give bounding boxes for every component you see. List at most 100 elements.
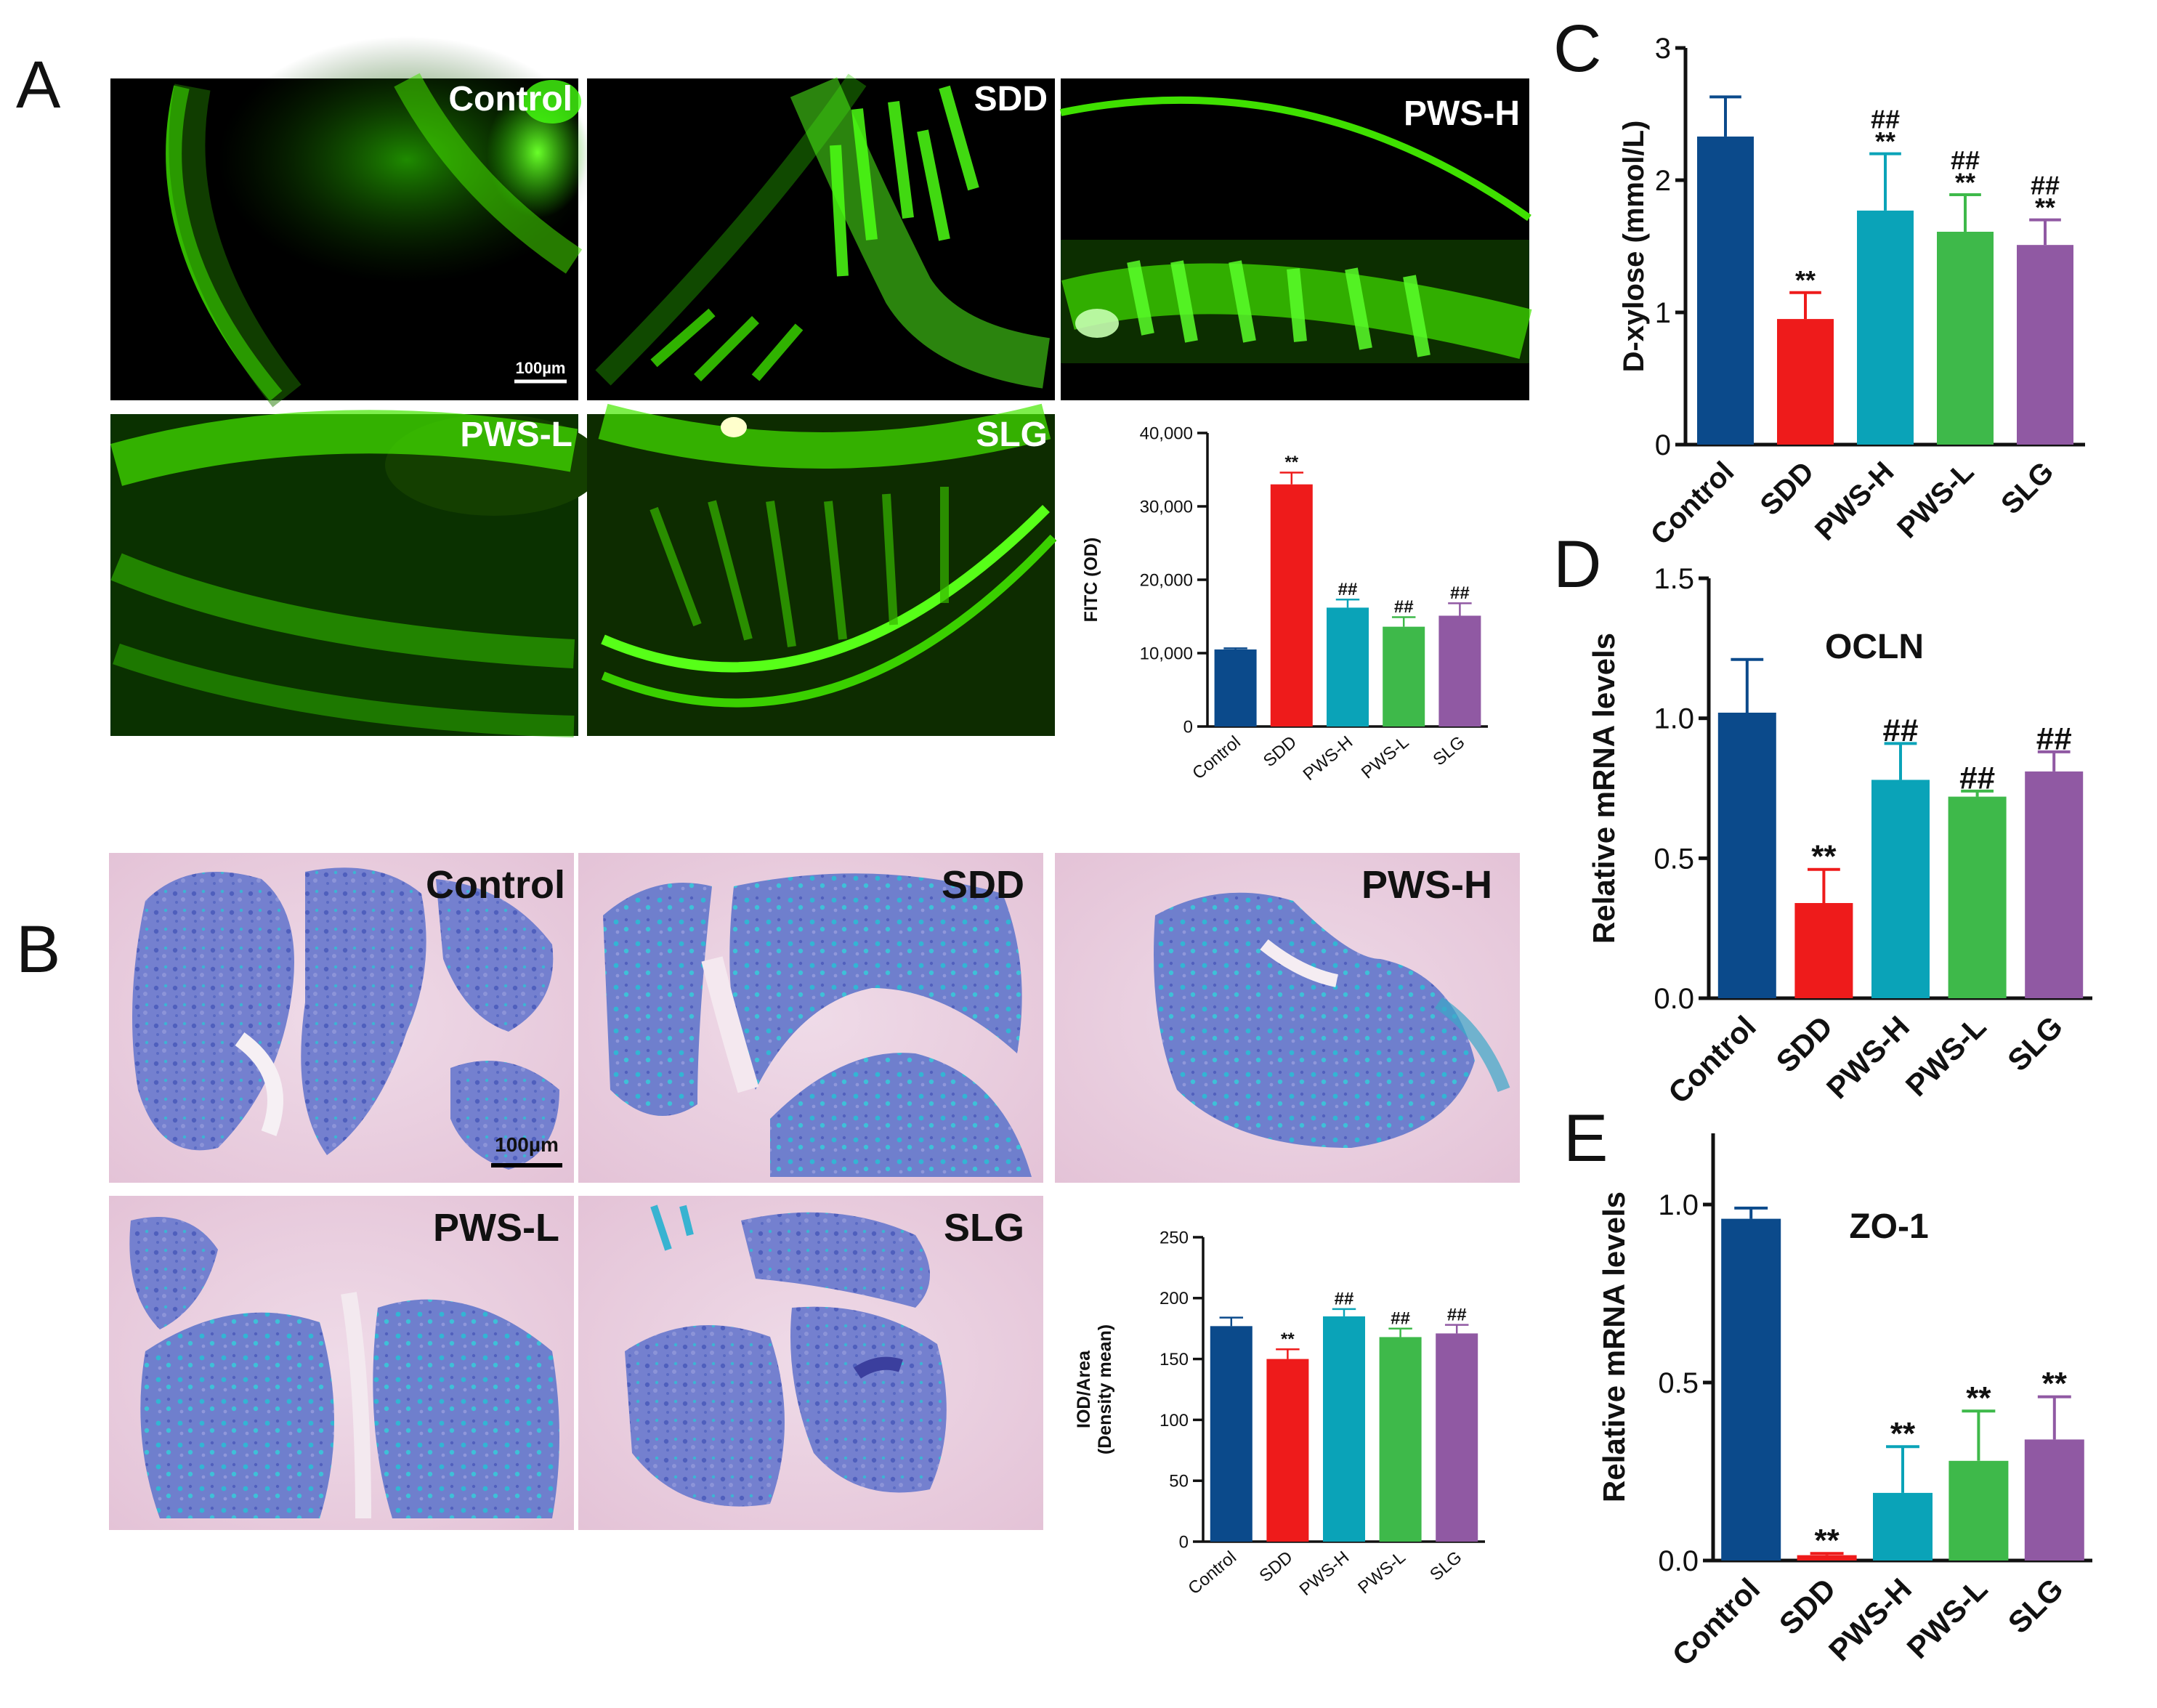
x-tick-label: SDD (1255, 1547, 1296, 1586)
chart-title: ZO-1 (1849, 1207, 1928, 1246)
y-tick-label: 0 (1179, 1532, 1189, 1552)
significance-marker: ** (1795, 265, 1816, 295)
significance-marker: ## (1450, 583, 1470, 603)
y-tick-label: 0.0 (1658, 1545, 1699, 1577)
bar-pws-l (1937, 231, 1994, 445)
y-tick-label: 100 (1160, 1411, 1189, 1430)
histology-image-pws-h: PWS-H (1055, 853, 1520, 1183)
x-tick-label: SDD (1770, 1009, 1840, 1079)
bar-control (1697, 136, 1754, 445)
x-tick-label: PWS-L (1901, 1571, 1994, 1665)
bar-control (1717, 712, 1776, 998)
chart-title: OCLN (1825, 628, 1924, 666)
x-tick-label: PWS-H (1296, 1547, 1353, 1600)
x-tick-label: Control (1189, 732, 1245, 783)
bar-pws-l (1379, 1337, 1422, 1542)
y-tick-label: 50 (1169, 1472, 1189, 1492)
significance-marker: ## (1883, 713, 1919, 748)
bar-pws-h (1327, 607, 1369, 726)
bar-pws-h (1873, 1492, 1933, 1561)
significance-marker: ** (1814, 1523, 1840, 1558)
chart-ocln: 0.0 0.5 1.0 1.5 Relative mRNA levels OCLN Cont… (1587, 563, 2092, 1110)
chart-fitc-od: 0 10,000 20,000 30,000 40,000 FITC (OD) Contro… (1081, 424, 1488, 785)
y-tick-label: 2 (1655, 165, 1671, 197)
significance-marker: ## (1335, 1289, 1354, 1308)
x-tick-label: SLG (2002, 1571, 2070, 1640)
bar-slg (2024, 1439, 2084, 1561)
x-tick-label: PWS-L (1358, 732, 1413, 783)
y-tick-label: 1.5 (1654, 563, 1694, 595)
histology-image-sdd: SDD (578, 853, 1043, 1183)
y-tick-label: 0.5 (1654, 843, 1694, 875)
x-tick-label: SLG (1995, 456, 2060, 520)
image-label-sdd-b: SDD (942, 863, 1024, 907)
chart-iod-area: 0 50 100 150 200 250 IOD/Area (Density mean) Con… (1074, 1228, 1485, 1600)
panel-letter-e: E (1563, 1101, 1608, 1175)
image-label-sdd-a: SDD (974, 80, 1048, 118)
significance-marker: ** (1955, 167, 1975, 197)
panel-a-images: Control 100µm SDD PWS-H (110, 36, 1532, 737)
fluorescence-image-pws-l: PWS-L (110, 410, 603, 737)
x-tick-label: Control (1645, 456, 1741, 551)
y-tick-label: 0.5 (1658, 1367, 1699, 1399)
scale-bar-label-a: 100µm (516, 359, 566, 377)
y-tick-label: 20,000 (1140, 570, 1193, 590)
x-tick-label: PWS-L (1354, 1547, 1409, 1598)
fluorescence-image-sdd: SDD (587, 73, 1055, 400)
bar-pws-l (1948, 796, 2007, 998)
x-tick-label: SDD (1260, 732, 1300, 771)
y-tick-label: 30,000 (1140, 497, 1193, 517)
bar-pws-h (1857, 210, 1914, 445)
y-axis-label: D-xylose (mmol/L) (1618, 121, 1650, 373)
significance-marker: ## (2036, 721, 2072, 757)
fluorescence-image-control: Control 100µm (110, 36, 596, 408)
y-tick-label: 3 (1655, 33, 1671, 65)
x-tick-label: SLG (2001, 1009, 2069, 1077)
x-tick-label: SLG (1426, 1547, 1465, 1585)
y-tick-label: 0 (1183, 717, 1193, 737)
bar-control (1721, 1218, 1781, 1561)
bar-slg (2025, 771, 2084, 998)
x-tick-label: PWS-L (1899, 1009, 1993, 1103)
significance-marker: ** (1966, 1380, 1991, 1416)
panel-letter-b: B (16, 912, 60, 987)
bar-control (1210, 1326, 1252, 1542)
histology-image-control: Control 100µm (109, 853, 574, 1183)
y-tick-label: 10,000 (1140, 644, 1193, 663)
x-tick-label: SLG (1430, 732, 1469, 770)
panel-letter-a: A (16, 48, 61, 122)
image-label-slg-a: SLG (976, 416, 1048, 454)
significance-marker: ## (1394, 597, 1414, 617)
y-axis-label: IOD/Area (1074, 1350, 1094, 1428)
histology-image-slg: SLG (578, 1196, 1043, 1530)
significance-marker: ** (1811, 838, 1837, 874)
x-tick-label: PWS-H (1300, 732, 1357, 785)
x-tick-label: Control (1184, 1547, 1240, 1598)
fluorescence-image-slg: SLG (587, 403, 1057, 736)
image-label-control-a: Control (448, 80, 572, 118)
y-tick-label: 0 (1655, 429, 1671, 461)
image-label-pws-h-b: PWS-H (1361, 863, 1492, 907)
significance-marker: ## (1951, 145, 1980, 175)
significance-marker: ## (1871, 104, 1900, 134)
significance-marker: ** (2042, 1366, 2068, 1401)
significance-marker: ## (1391, 1308, 1410, 1328)
x-tick-label: PWS-H (1809, 456, 1900, 546)
significance-marker: ** (1875, 126, 1895, 156)
chart-zo1: 0.0 0.5 1.0 Relative mRNA levels ZO-1 Control… (1597, 1133, 2092, 1672)
significance-marker: ** (1890, 1416, 1916, 1452)
bar-sdd (1266, 1359, 1309, 1542)
x-tick-label: SDD (1773, 1571, 1842, 1641)
panel-letter-c: C (1553, 12, 1601, 86)
bar-pws-h (1871, 780, 1930, 998)
y-axis-label: (Density mean) (1095, 1324, 1115, 1454)
panel-letter-d: D (1553, 527, 1601, 602)
image-label-slg-b: SLG (944, 1206, 1024, 1250)
y-tick-label: 1 (1655, 297, 1671, 329)
y-tick-label: 1.0 (1658, 1189, 1699, 1221)
y-tick-label: 40,000 (1140, 424, 1193, 443)
histology-image-pws-l: PWS-L (109, 1196, 574, 1530)
significance-marker: ## (1959, 760, 1995, 796)
